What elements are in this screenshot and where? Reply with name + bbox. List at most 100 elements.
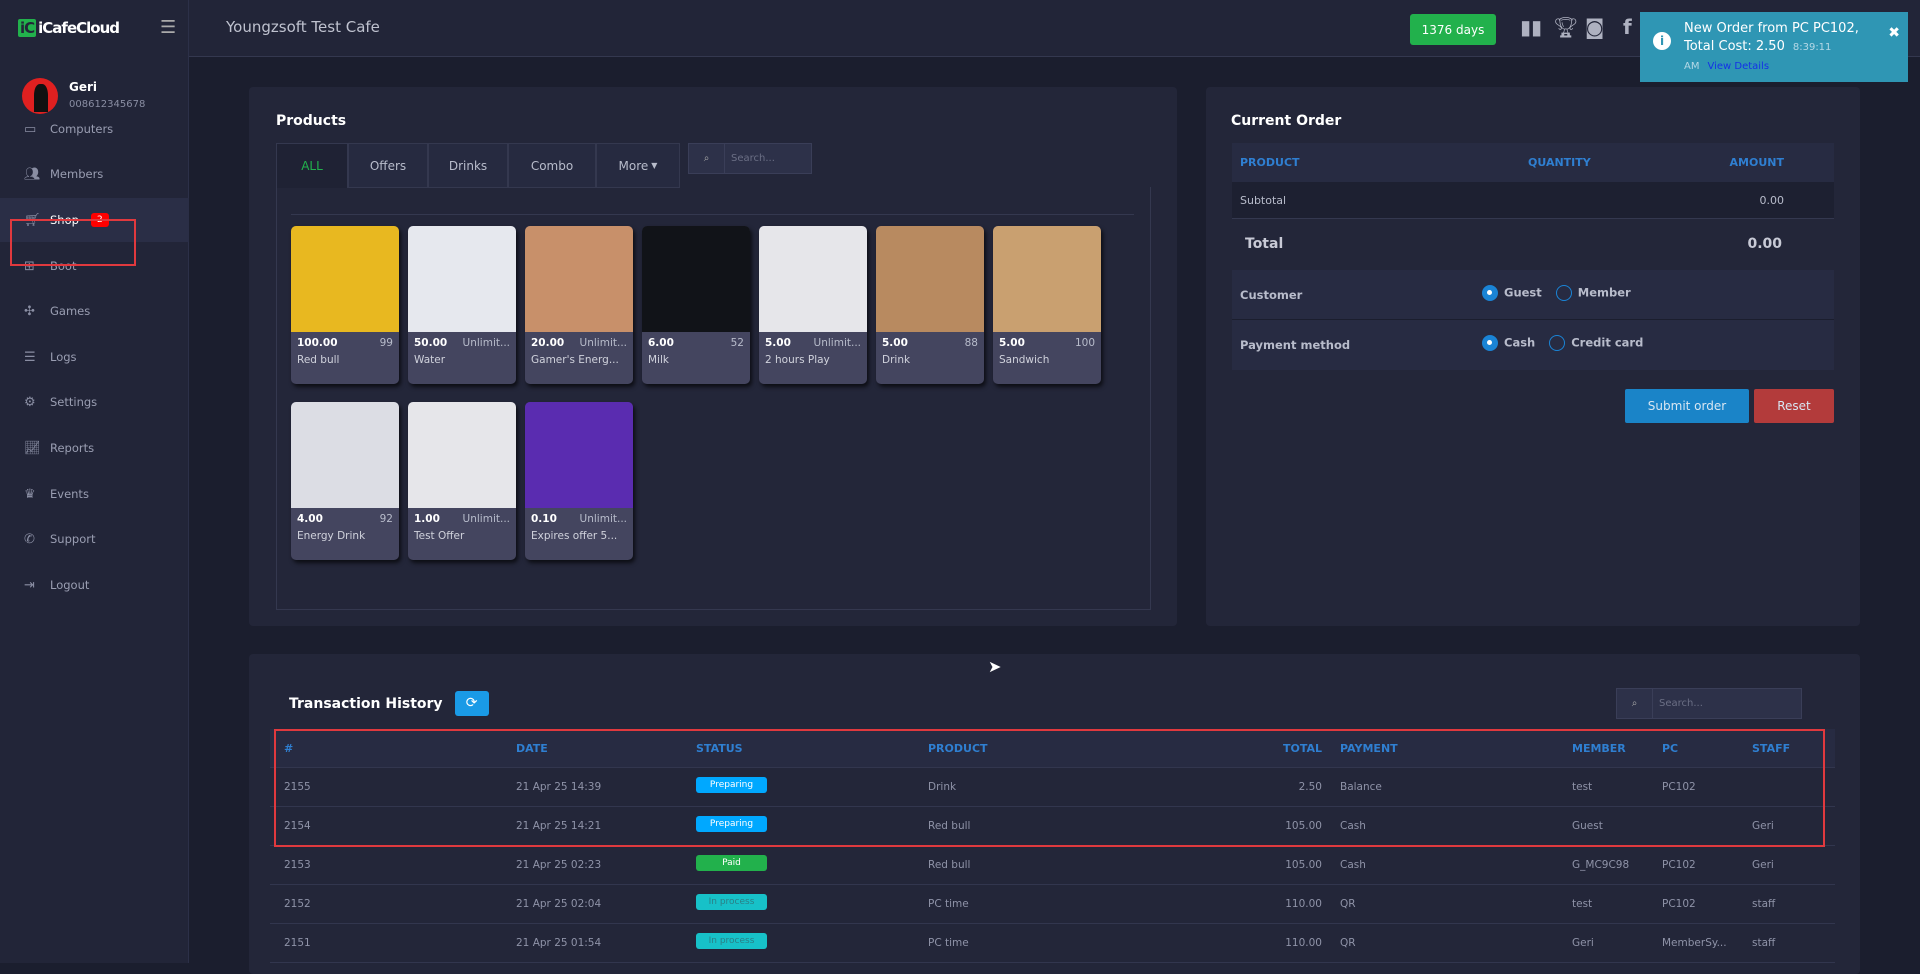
view-details-link[interactable]: View Details bbox=[1707, 61, 1770, 72]
table-row[interactable]: 2151 21 Apr 25 01:54 In process PC time 110.… bbox=[270, 924, 1835, 963]
cell-date: 21 Apr 25 14:21 bbox=[516, 820, 602, 832]
cell-total: 2.50 bbox=[1298, 781, 1322, 793]
product-card[interactable]: 20.00 Unlimit... Gamer's Energ... bbox=[525, 226, 633, 384]
transaction-panel bbox=[249, 654, 1860, 974]
cell-payment: Cash bbox=[1340, 859, 1366, 871]
cell-pc: PC102 bbox=[1662, 781, 1696, 793]
product-card[interactable]: 1.00 Unlimit... Test Offer bbox=[408, 402, 516, 560]
product-price: 1.00 bbox=[414, 513, 440, 525]
product-card[interactable]: 4.00 92 Energy Drink bbox=[291, 402, 399, 560]
subtotal-value: 0.00 bbox=[1759, 194, 1785, 207]
product-stock: 100 bbox=[1074, 337, 1095, 349]
sidebar-item-logout[interactable]: ⇥ Logout bbox=[0, 563, 189, 607]
subscription-days-button[interactable]: 1376 days bbox=[1410, 14, 1496, 45]
table-row[interactable]: 2155 21 Apr 25 14:39 Preparing Drink 2.50 Bal… bbox=[270, 768, 1835, 807]
status-badge[interactable]: Preparing bbox=[696, 777, 767, 793]
logo[interactable]: iC iCafeCloud bbox=[18, 19, 120, 37]
cell-id: 2152 bbox=[284, 898, 311, 910]
payment-row: Payment method Cash Credit card bbox=[1232, 320, 1834, 370]
subtotal-row: Subtotal 0.00 bbox=[1232, 182, 1834, 219]
crown-icon: ♛ bbox=[24, 486, 36, 502]
status-badge[interactable]: Preparing bbox=[696, 816, 767, 832]
sidebar-item-boot[interactable]: ⊞ Boot bbox=[0, 244, 189, 288]
product-card[interactable]: 50.00 Unlimit... Water bbox=[408, 226, 516, 384]
col-product: PRODUCT bbox=[1240, 156, 1300, 169]
reset-button[interactable]: Reset bbox=[1754, 389, 1834, 423]
status-badge[interactable]: Paid bbox=[696, 855, 767, 871]
col-total: TOTAL bbox=[1282, 742, 1322, 755]
product-name: 2 hours Play bbox=[765, 354, 830, 366]
product-name: Expires offer 5... bbox=[531, 530, 618, 542]
product-stock: Unlimit... bbox=[462, 337, 510, 349]
total-label: Total bbox=[1245, 236, 1284, 252]
cell-date: 21 Apr 25 14:39 bbox=[516, 781, 602, 793]
menu-toggle-icon[interactable]: ☰ bbox=[160, 17, 177, 38]
sidebar-item-computers[interactable]: ▭ Computers bbox=[0, 107, 189, 151]
sidebar-item-games[interactable]: ✣ Games bbox=[0, 289, 189, 333]
toast-time: 8:39:11 AM bbox=[1684, 42, 1832, 72]
logo-text: iCafeCloud bbox=[38, 19, 120, 37]
product-card[interactable]: 6.00 52 Milk bbox=[642, 226, 750, 384]
product-card[interactable]: 100.00 99 Red bull bbox=[291, 226, 399, 384]
status-badge[interactable]: In process bbox=[696, 933, 767, 949]
order-table: PRODUCT QUANTITY AMOUNT Subtotal 0.00 To… bbox=[1232, 143, 1834, 370]
col-staff: STAFF bbox=[1752, 742, 1791, 755]
tab-more[interactable]: More ▼ bbox=[596, 143, 680, 188]
submit-order-button[interactable]: Submit order bbox=[1625, 389, 1749, 423]
product-image bbox=[291, 226, 399, 332]
sidebar-item-label: Events bbox=[50, 487, 89, 501]
sidebar-item-reports[interactable]: 📈︎ Reports bbox=[0, 426, 189, 470]
sidebar-item-label: Games bbox=[50, 304, 91, 318]
product-name: Water bbox=[414, 354, 446, 366]
sidebar-item-label: Logout bbox=[50, 578, 90, 592]
sidebar-item-label: Members bbox=[50, 167, 104, 181]
radio-credit-card[interactable]: Credit card bbox=[1549, 335, 1643, 351]
sidebar-item-label: Logs bbox=[50, 350, 77, 364]
refresh-button[interactable]: ⟳ bbox=[454, 691, 489, 716]
tab-all[interactable]: ALL bbox=[276, 143, 348, 188]
radio-cash[interactable]: Cash bbox=[1482, 335, 1535, 351]
transaction-search-input[interactable]: ⌕ Search... bbox=[1616, 688, 1802, 719]
product-stock: 99 bbox=[379, 337, 393, 349]
facebook-icon[interactable]: f bbox=[1623, 15, 1632, 39]
col-status: STATUS bbox=[696, 742, 743, 755]
sidebar-item-label: Computers bbox=[50, 122, 114, 136]
tab-combo[interactable]: Combo bbox=[508, 143, 596, 188]
sidebar-item-events[interactable]: ♛ Events bbox=[0, 472, 189, 516]
product-price: 0.10 bbox=[531, 513, 557, 525]
tab-offers[interactable]: Offers bbox=[348, 143, 428, 188]
product-card[interactable]: 5.00 88 Drink bbox=[876, 226, 984, 384]
radio-member[interactable]: Member bbox=[1555, 285, 1631, 301]
cell-id: 2151 bbox=[284, 937, 311, 949]
trophy-icon[interactable]: 🏆︎ bbox=[1553, 15, 1579, 39]
ranking-icon[interactable]: ▮▮ bbox=[1520, 15, 1543, 39]
col-date: DATE bbox=[516, 742, 548, 755]
radio-guest[interactable]: Guest bbox=[1482, 285, 1542, 301]
product-grid bbox=[276, 187, 1151, 610]
product-search-input[interactable]: ⌕ Search... bbox=[688, 143, 812, 174]
sidebar-item-support[interactable]: ✆ Support bbox=[0, 517, 189, 561]
cell-product: Drink bbox=[928, 781, 957, 793]
table-row[interactable]: 2152 21 Apr 25 02:04 In process PC time 110.… bbox=[270, 885, 1835, 924]
cell-date: 21 Apr 25 02:23 bbox=[516, 859, 602, 871]
product-card[interactable]: 5.00 100 Sandwich bbox=[993, 226, 1101, 384]
product-price: 20.00 bbox=[531, 337, 565, 349]
product-card[interactable]: 5.00 Unlimit... 2 hours Play bbox=[759, 226, 867, 384]
gear-icon: ⚙ bbox=[24, 394, 36, 410]
close-icon[interactable]: ✖ bbox=[1888, 25, 1900, 41]
table-row[interactable]: 2153 21 Apr 25 02:23 Paid Red bull 105.00 Cas… bbox=[270, 846, 1835, 885]
status-badge[interactable]: In process bbox=[696, 894, 767, 910]
cell-staff: Geri bbox=[1752, 820, 1774, 832]
product-card[interactable]: 0.10 Unlimit... Expires offer 5... bbox=[525, 402, 633, 560]
divider bbox=[291, 214, 1134, 215]
windows-icon: ⊞ bbox=[24, 258, 35, 274]
sidebar-item-label: Reports bbox=[50, 441, 95, 455]
sidebar-item-settings[interactable]: ⚙ Settings bbox=[0, 380, 189, 424]
new-order-toast[interactable]: i New Order from PC PC102, Total Cost: 2… bbox=[1640, 12, 1908, 82]
product-image bbox=[525, 226, 633, 332]
sidebar-item-members[interactable]: 👥︎ Members bbox=[0, 152, 189, 196]
sidebar-item-logs[interactable]: ☰ Logs bbox=[0, 335, 189, 379]
tab-drinks[interactable]: Drinks bbox=[428, 143, 508, 188]
discord-icon[interactable]: ◙ bbox=[1585, 15, 1605, 39]
product-price: 100.00 bbox=[297, 337, 338, 349]
